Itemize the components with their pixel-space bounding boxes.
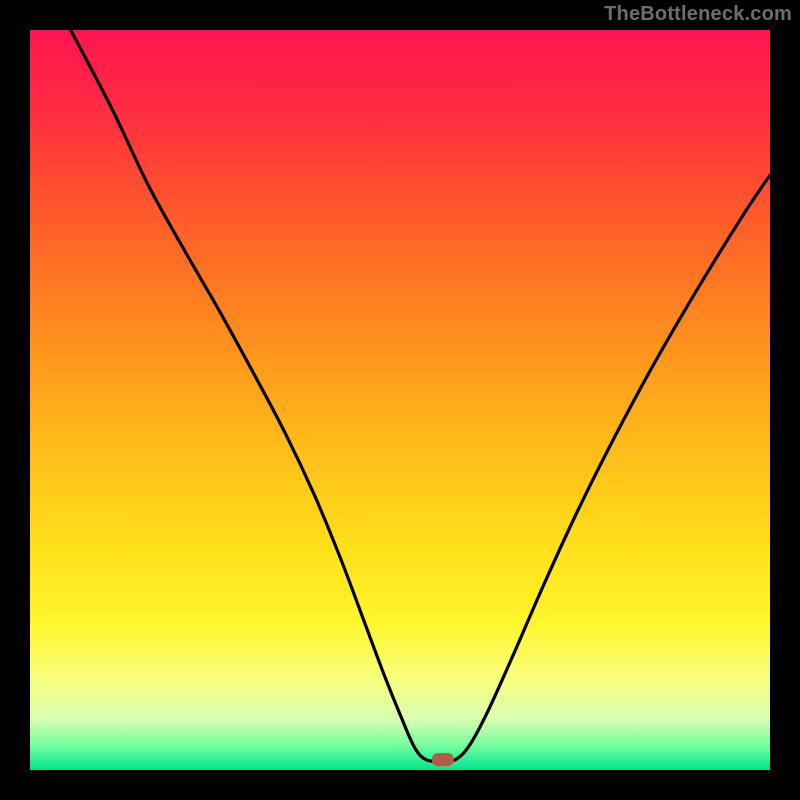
chart-stage: TheBottleneck.com [0,0,800,800]
optimal-point-marker [432,753,454,766]
plot-background [30,30,770,770]
bottleneck-chart-svg [0,0,800,800]
